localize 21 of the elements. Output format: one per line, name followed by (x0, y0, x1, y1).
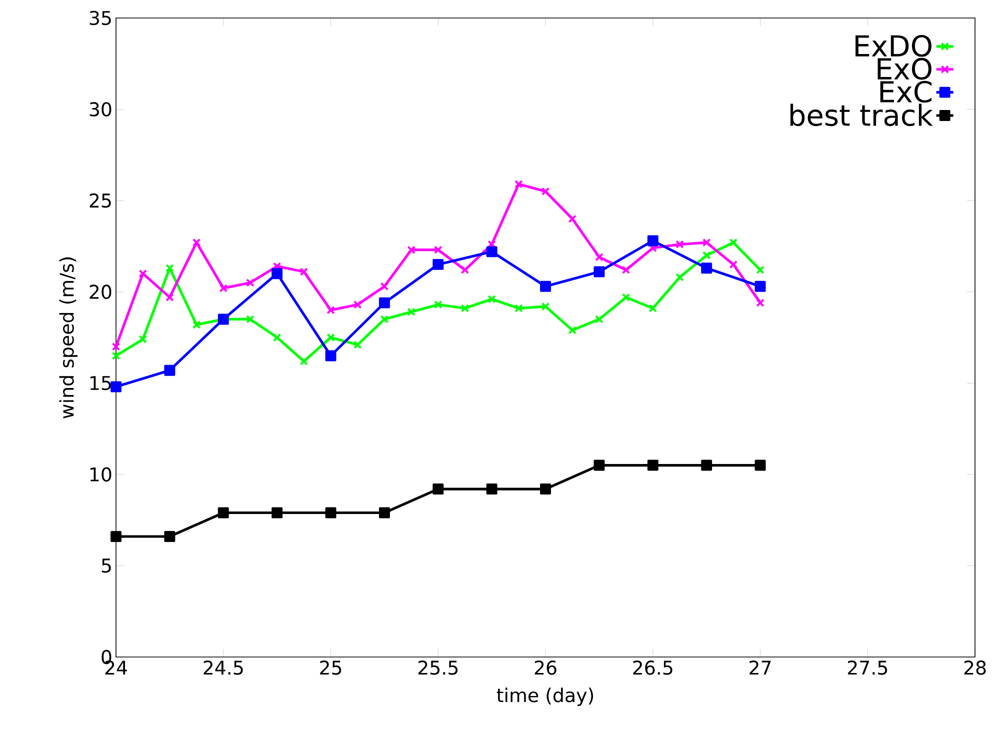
x-tick-label: 27.5 (848, 660, 888, 675)
y-tick-label: 25 (90, 193, 111, 208)
y-tick-label: 10 (90, 467, 112, 482)
x-tick-label: 25 (320, 660, 342, 675)
x-axis-title: time (day) (496, 688, 594, 706)
y-tick-label: 30 (90, 102, 112, 116)
x-tick-label: 27 (750, 660, 771, 675)
y-tick-label: 20 (90, 284, 112, 299)
x-tick-label: 28 (964, 660, 986, 675)
legend-label: ExC (880, 80, 932, 103)
x-tick-label: 25.5 (418, 660, 458, 675)
x-tick-label: 26 (534, 660, 556, 675)
y-tick-label: 15 (90, 376, 111, 390)
y-axis-title: wind speed (m/s) (59, 257, 78, 418)
y-tick-label: 5 (102, 558, 111, 573)
legend-label: ExO (878, 58, 932, 80)
y-tick-label: 35 (90, 10, 111, 26)
x-tick-label: 26.5 (633, 660, 672, 675)
legend-label: best track (790, 104, 933, 126)
x-tick-label: 24.5 (204, 660, 243, 675)
legend-label: ExDO (856, 34, 932, 57)
